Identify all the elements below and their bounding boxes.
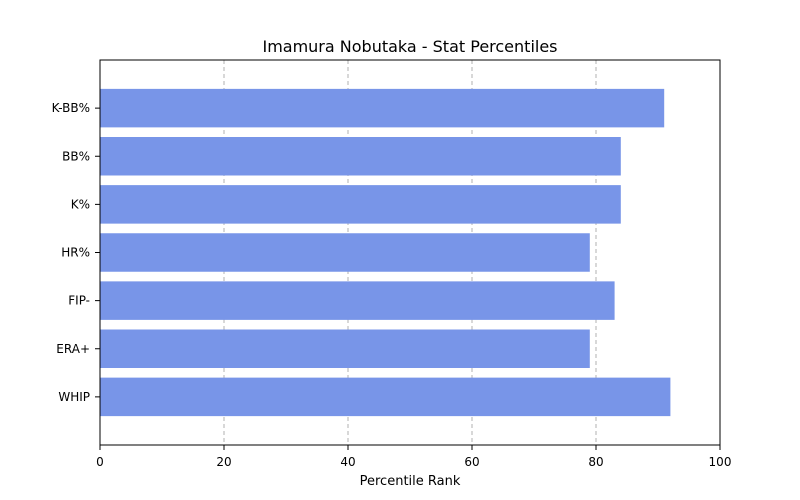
y-tick-label: K-BB% [52,101,90,115]
y-tick-label: HR% [61,246,90,260]
x-tick-label: 40 [340,455,355,469]
y-tick-label: WHIP [58,390,90,404]
bar [100,137,621,176]
y-tick-label: ERA+ [56,342,90,356]
bar [100,377,671,417]
chart-title: Imamura Nobutaka - Stat Percentiles [262,37,557,56]
x-tick-label: 60 [464,455,479,469]
bar [100,185,621,224]
x-tick-label: 0 [96,455,104,469]
bar [100,281,615,320]
x-axis-label: Percentile Rank [360,474,461,489]
y-axis: K-BB% BB% K% HR% FIP- ERA+ WHIP [52,101,100,404]
x-tick-label: 20 [216,455,231,469]
bar [100,329,590,368]
x-tick-label: 80 [588,455,603,469]
y-tick-label: FIP- [68,294,90,308]
x-tick-label: 100 [709,455,732,469]
y-tick-label: K% [71,197,90,211]
bars-layer [100,88,671,417]
x-axis: 0 20 40 60 80 100 [96,445,731,469]
bar [100,233,590,272]
bar [100,88,665,128]
y-tick-label: BB% [62,149,90,163]
